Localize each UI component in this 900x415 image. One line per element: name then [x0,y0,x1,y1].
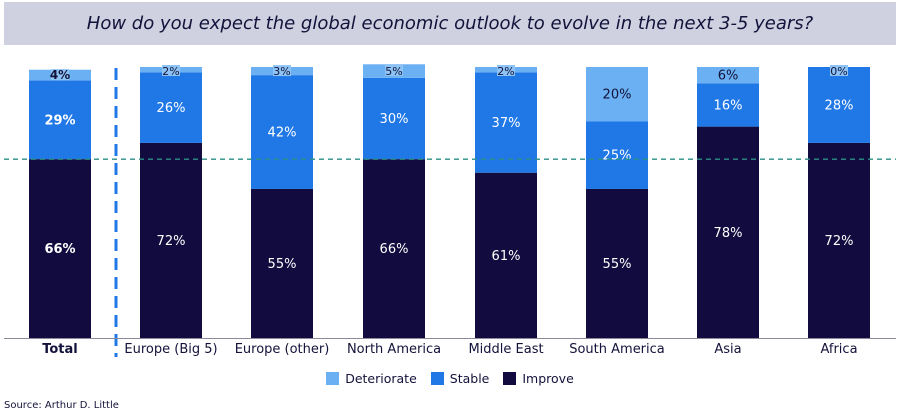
stacked-bar-chart: 66% 29% 4% 72% 26% 2% 55% 42% 3% 66% 30% 5% 61% 37% 2%… [4,64,896,357]
legend-item-deteriorate: Deteriorate [326,371,417,386]
data-label-deteriorate-1: 2% [162,65,179,78]
bar-stable-4 [475,72,537,173]
category-label-5: South America [569,342,665,357]
data-label-bg-deteriorate-3 [385,65,403,77]
category-label-7: Africa [820,342,857,357]
data-label-stable-6: 16% [714,98,743,113]
legend-swatch-deteriorate [326,371,340,385]
bar-stable-1 [140,72,202,143]
data-label-bg-deteriorate-2 [273,65,291,77]
bar-stable-3 [363,77,425,160]
data-label-deteriorate-7: 0% [830,65,847,78]
bar-improve-5 [586,188,648,338]
data-label-bg-deteriorate-7 [830,65,848,76]
legend-label-stable: Stable [449,370,490,386]
bar-stable-2 [251,75,313,189]
category-label-2: Europe (other) [235,342,330,357]
category-label-3: North America [347,342,441,357]
chart-title: How do you expect the global economic ou… [86,13,814,34]
data-label-bg-deteriorate-4 [497,65,515,76]
data-label-stable-3: 30% [380,112,409,127]
source-note: Source: Arthur D. Little [4,400,119,411]
category-label-6: Asia [714,342,741,357]
bar-improve-0 [29,159,91,338]
data-label-deteriorate-5: 20% [603,88,632,103]
data-label-deteriorate-2: 3% [273,65,290,78]
title-band: How do you expect the global economic ou… [4,2,896,45]
data-label-stable-1: 26% [157,101,186,116]
data-label-deteriorate-0: 4% [50,68,70,82]
bar-improve-2 [251,188,313,338]
bar-improve-4 [475,172,537,338]
data-label-stable-4: 37% [492,116,521,131]
legend-label-improve: Improve [522,370,574,386]
data-label-bg-deteriorate-1 [162,65,180,76]
data-label-deteriorate-6: 6% [718,69,739,84]
data-label-improve-5: 55% [603,257,632,272]
legend: Deteriorate Stable Improve [0,369,900,387]
legend-item-stable: Stable [430,370,490,386]
legend-item-improve: Improve [503,370,574,386]
data-label-deteriorate-3: 5% [385,65,402,78]
bar-deteriorate-6 [697,67,759,84]
category-label-4: Middle East [468,342,543,357]
bar-improve-6 [697,126,759,339]
bar-improve-3 [363,159,425,338]
data-label-bg-deteriorate-0 [51,69,69,81]
data-label-improve-2: 55% [268,257,297,272]
bar-deteriorate-5 [586,67,648,122]
bar-stable-0 [29,80,91,160]
bar-stable-7 [808,67,870,143]
data-label-improve-1: 72% [157,234,186,249]
legend-swatch-stable [430,371,444,385]
bar-improve-7 [808,142,870,338]
legend-swatch-improve [503,371,517,385]
category-label-1: Europe (Big 5) [124,342,217,357]
data-label-improve-4: 61% [492,249,521,264]
data-label-improve-3: 66% [380,242,409,257]
data-label-stable-0: 29% [44,113,75,128]
bar-improve-1 [140,142,202,338]
bar-stable-6 [697,83,759,127]
bar-stable-5 [586,121,648,189]
data-label-stable-7: 28% [825,98,854,113]
data-label-stable-2: 42% [268,126,297,141]
data-label-improve-6: 78% [714,226,743,241]
data-label-stable-5: 25% [603,149,632,164]
category-label-0: Total [42,342,78,357]
data-label-deteriorate-4: 2% [497,65,514,78]
data-label-improve-7: 72% [825,234,854,249]
legend-label-deteriorate: Deteriorate [345,370,417,386]
data-label-improve-0: 66% [44,242,75,257]
